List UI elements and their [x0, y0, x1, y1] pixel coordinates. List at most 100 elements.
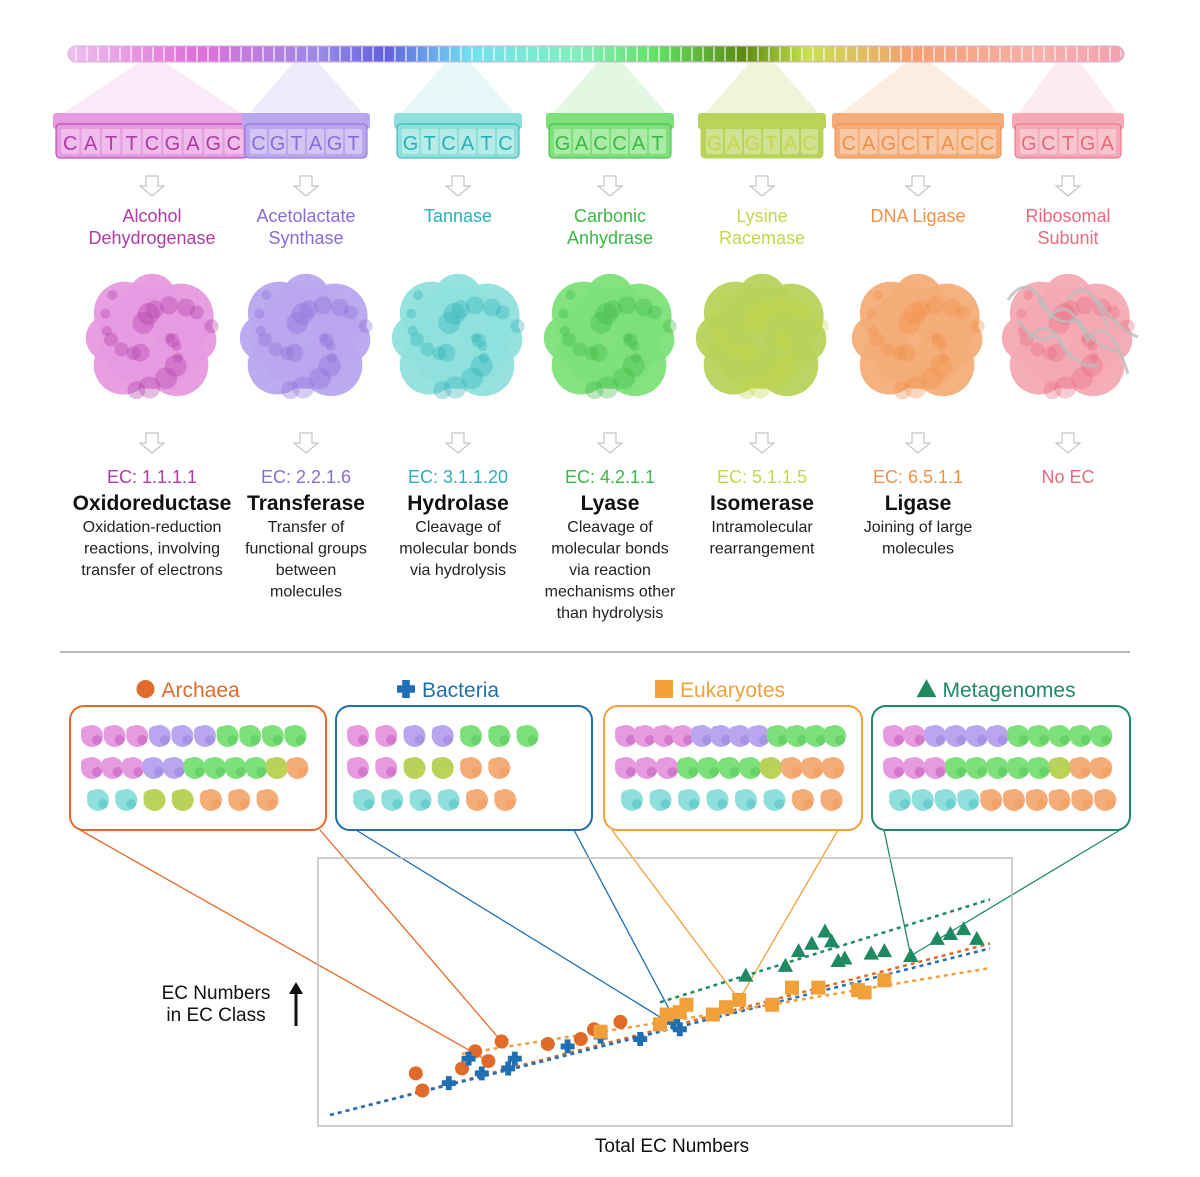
mini-protein [760, 757, 783, 779]
mini-protein-detail [159, 735, 170, 745]
mini-protein [409, 789, 432, 811]
mini-protein [1048, 757, 1071, 779]
protein-detail [164, 354, 187, 377]
base-cell [879, 129, 898, 154]
beam-4 [701, 62, 823, 118]
mini-protein [265, 757, 288, 779]
arrow-down-icon [1054, 432, 1082, 454]
mini-protein-lobe [718, 758, 731, 770]
base-letter: C [901, 133, 915, 155]
base-letter: T [423, 133, 435, 155]
mini-protein-detail [914, 735, 925, 745]
protein-detail [319, 333, 329, 343]
mini-protein-lobe [261, 726, 274, 738]
mini-protein-lobe [748, 726, 760, 738]
base-cell [611, 129, 628, 154]
domain-label: Archaea [162, 679, 241, 702]
mini-protein [986, 757, 1009, 779]
arrow-down-icon [292, 432, 320, 454]
connector-line [883, 829, 912, 956]
enzyme-name: Anhydrase [567, 228, 653, 248]
protein-detail [1087, 341, 1098, 352]
protein-detail [471, 333, 481, 343]
protein-lobe [391, 315, 438, 361]
sequence-box [396, 123, 520, 159]
mini-protein [889, 789, 911, 811]
mini-protein-detail [717, 799, 728, 809]
protein-detail [866, 308, 877, 319]
mini-protein [431, 725, 454, 747]
base-cell [649, 129, 666, 154]
protein-detail [286, 311, 309, 334]
mini-protein-lobe [965, 726, 978, 738]
protein-detail [565, 290, 576, 301]
mini-protein [965, 757, 988, 779]
protein-detail [782, 352, 793, 363]
mini-protein [903, 725, 926, 747]
data-point-archaea [573, 1032, 588, 1047]
protein-detail [925, 296, 944, 315]
protein-detail [285, 343, 304, 362]
mini-protein-detail [442, 735, 453, 745]
mini-protein-lobe [903, 758, 916, 770]
base-letter: A [84, 133, 98, 155]
mini-protein-detail [997, 735, 1008, 745]
data-point-archaea [494, 1034, 509, 1049]
data-point-archaea [415, 1083, 430, 1098]
data-point-eukaryotes [877, 973, 892, 988]
base-letter: G [1080, 133, 1096, 155]
mini-protein [883, 757, 905, 779]
mini-protein [615, 725, 637, 747]
protein-detail [325, 341, 336, 352]
sequence-box [700, 123, 824, 159]
sequence-box [834, 123, 1002, 159]
mini-protein-detail [835, 735, 845, 745]
mini-protein-lobe [911, 790, 924, 802]
mini-protein-detail [740, 735, 750, 745]
base-cell [326, 129, 343, 154]
base-letter: C [63, 133, 77, 155]
mini-protein-lobe [965, 758, 978, 770]
mini-protein-lobe [488, 726, 501, 738]
protein-detail [873, 290, 884, 301]
mini-protein-lobe [924, 726, 937, 738]
ec-class-description: rearrangement [710, 541, 816, 558]
mini-protein [1069, 725, 1092, 747]
data-point-archaea [455, 1061, 469, 1076]
mini-protein-lobe [183, 758, 196, 770]
mini-protein [820, 789, 843, 811]
connector-line [79, 829, 489, 1062]
protein-detail [433, 381, 452, 400]
mini-protein-lobe [163, 758, 176, 770]
protein-detail [318, 354, 341, 377]
enzyme-name: Carbonic [574, 206, 646, 226]
mini-protein-lobe [1090, 726, 1103, 738]
base-letter: A [784, 133, 798, 155]
mini-protein [1007, 725, 1030, 747]
protein-detail [261, 290, 272, 301]
mini-protein-lobe [735, 790, 747, 802]
ec-class-name: Lyase [581, 492, 640, 515]
protein-detail [775, 333, 790, 348]
base-cell [1020, 129, 1038, 154]
base-cell [899, 129, 917, 154]
mini-protein-detail [976, 735, 987, 745]
base-cell [978, 129, 996, 154]
base-letter: C [842, 133, 856, 155]
protein-detail [870, 332, 885, 347]
base-letter: C [145, 133, 159, 155]
mini-protein [1028, 757, 1051, 779]
mini-protein-detail [227, 735, 238, 745]
mini-protein-lobe [81, 758, 93, 770]
mini-protein-lobe [171, 790, 184, 802]
enzyme-name: Racemase [719, 228, 805, 248]
mini-protein-lobe [228, 790, 241, 802]
mini-protein-detail [956, 767, 967, 777]
protein-lobe [585, 273, 635, 323]
data-point-eukaryotes [593, 1024, 608, 1039]
beam-0 [56, 62, 248, 118]
protein-detail [165, 333, 175, 343]
protein-detail [326, 352, 337, 363]
